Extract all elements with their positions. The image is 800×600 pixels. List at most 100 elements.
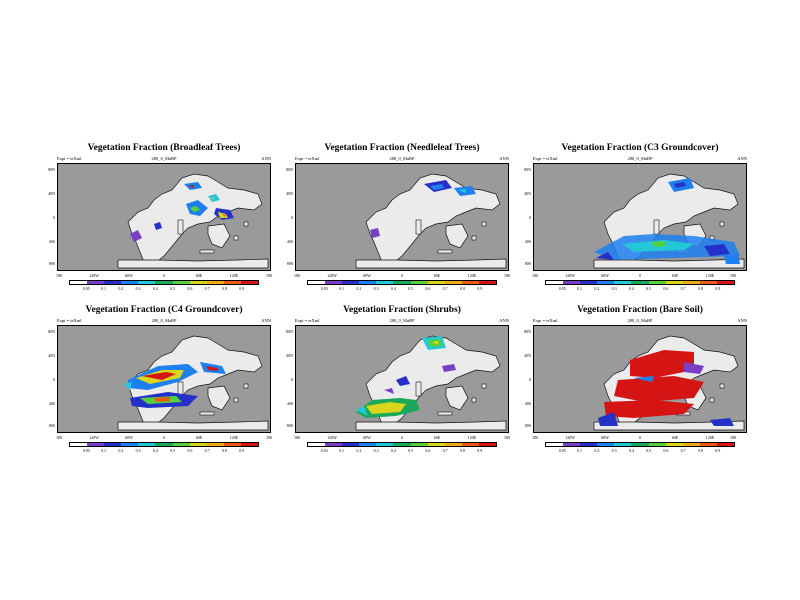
lat-label: 80N: [524, 167, 531, 172]
colorbar-swatch: [478, 443, 497, 446]
colorbar-tick-label: 0.5: [646, 286, 652, 291]
lon-label: 180: [294, 273, 300, 278]
colorbar-swatch: [87, 443, 105, 446]
colorbar-tick-label: 0.7: [204, 286, 210, 291]
run-label: 280_0_MaRP: [389, 318, 415, 323]
lat-label: 40N: [524, 353, 531, 358]
lat-label: 80N: [48, 167, 55, 172]
lon-label: 120W: [565, 435, 575, 440]
colorbar-tick-label: 0.3: [135, 448, 141, 453]
panel-title: Vegetation Fraction (Broadleaf Trees): [87, 143, 241, 153]
colorbar-tick-label: 0.6: [187, 286, 193, 291]
colorbar-swatch: [240, 443, 259, 446]
colorbar-tick-label: 0.1: [339, 286, 345, 291]
colorbar-swatch: [444, 443, 462, 446]
colorbar: [545, 442, 735, 447]
lat-label: 40N: [286, 353, 293, 358]
map-area: [57, 163, 271, 271]
lat-label: 40N: [286, 191, 293, 196]
colorbar-swatch: [546, 281, 564, 284]
map-area: [533, 325, 747, 433]
colorbar-ticks: 0.03 0.1 0.2 0.3 0.4 0.5 0.6 0.7 0.8 0.9: [307, 448, 497, 454]
colorbar-swatch: [699, 443, 717, 446]
colorbar-tick-label: 0.8: [221, 448, 227, 453]
map-area: [295, 163, 509, 271]
lat-label: 40N: [48, 191, 55, 196]
lat-label: 80S: [48, 261, 55, 266]
colorbar-swatch: [206, 281, 224, 284]
lat-label: 80S: [286, 423, 293, 428]
colorbar-swatch: [342, 281, 360, 284]
lon-label: 180: [266, 435, 272, 440]
lat-label: 80N: [286, 329, 293, 334]
colorbar-tick-label: 0.05: [558, 286, 566, 291]
run-label: 280_0_MaRP: [627, 156, 653, 161]
colorbar-tick-label: 0.05: [558, 448, 566, 453]
lon-label: 120E: [705, 273, 715, 278]
colorbar-tick-label: 0.03: [320, 448, 328, 453]
colorbar-tick-label: 0.5: [408, 448, 414, 453]
panel-bare-soil: Vegetation Fraction (Bare Soil) Expt = t…: [524, 305, 747, 453]
lat-label: 40N: [524, 191, 531, 196]
colorbar-swatch: [359, 443, 377, 446]
vegetation-overlay: [598, 350, 734, 426]
colorbar-swatch: [699, 281, 717, 284]
lon-label: 0: [639, 273, 641, 278]
lat-label: 80N: [286, 167, 293, 172]
colorbar-swatch: [121, 281, 139, 284]
colorbar-tick-label: 0.1: [577, 286, 583, 291]
colorbar-tick-label: 0.9: [477, 286, 483, 291]
colorbar-tick-label: 0.6: [663, 448, 669, 453]
expt-label: Expt = teXml: [57, 318, 82, 323]
colorbar-swatch: [189, 443, 207, 446]
panel-c3-groundcover: Vegetation Fraction (C3 Groundcover) Exp…: [524, 143, 747, 291]
expt-label: Expt = teXml: [295, 156, 320, 161]
colorbar-swatch: [172, 281, 190, 284]
lon-label: 60E: [195, 273, 203, 278]
lon-label: 60W: [601, 273, 609, 278]
colorbar-swatch: [138, 281, 156, 284]
colorbar-tick-label: 0.6: [187, 448, 193, 453]
lon-label: 60W: [363, 435, 371, 440]
colorbar: [69, 280, 259, 285]
colorbar-swatch: [410, 281, 428, 284]
colorbar-tick-label: 0.05: [82, 448, 90, 453]
lat-label: 0: [53, 215, 55, 220]
lon-label: 180: [266, 273, 272, 278]
lon-label: 180: [504, 435, 510, 440]
lon-label: 120E: [229, 435, 239, 440]
colorbar-tick-label: 0.5: [170, 448, 176, 453]
colorbar-tick-label: 0.8: [221, 286, 227, 291]
lon-label: 60E: [671, 435, 679, 440]
lon-label: 180: [532, 435, 538, 440]
lon-label: 0: [401, 435, 403, 440]
panel-title: Vegetation Fraction (Needleleaf Trees): [324, 143, 480, 153]
lat-label: 80N: [524, 329, 531, 334]
season-label: ANN: [261, 318, 271, 323]
colorbar-swatch: [206, 443, 224, 446]
colorbar-swatch: [393, 443, 411, 446]
panel-shrubs: Vegetation Fraction (Shrubs) Expt = teXm…: [286, 305, 510, 453]
lon-label: 120E: [705, 435, 715, 440]
lat-label: 80S: [286, 261, 293, 266]
lon-label: 180: [532, 273, 538, 278]
lon-label: 120W: [89, 435, 99, 440]
colorbar-swatch: [546, 443, 564, 446]
colorbar-tick-label: 0.2: [594, 286, 600, 291]
colorbar-swatch: [478, 281, 497, 284]
colorbar-tick-label: 0.4: [390, 286, 396, 291]
panel-title: Vegetation Fraction (Shrubs): [343, 305, 461, 315]
colorbar: [69, 442, 259, 447]
colorbar-swatch: [631, 443, 649, 446]
colorbar-tick-label: 0.9: [239, 286, 245, 291]
colorbar-tick-label: 0.2: [118, 448, 124, 453]
panel-c4-groundcover: Vegetation Fraction (C4 Groundcover) Exp…: [48, 305, 272, 453]
colorbar-swatch: [138, 443, 156, 446]
colorbar-tick-label: 0.8: [459, 286, 465, 291]
lon-label: 60E: [433, 435, 441, 440]
colorbar-swatch: [376, 443, 394, 446]
colorbar-tick-label: 0.3: [373, 448, 379, 453]
colorbar-tick-label: 0.6: [425, 448, 431, 453]
lon-label: 60E: [671, 273, 679, 278]
